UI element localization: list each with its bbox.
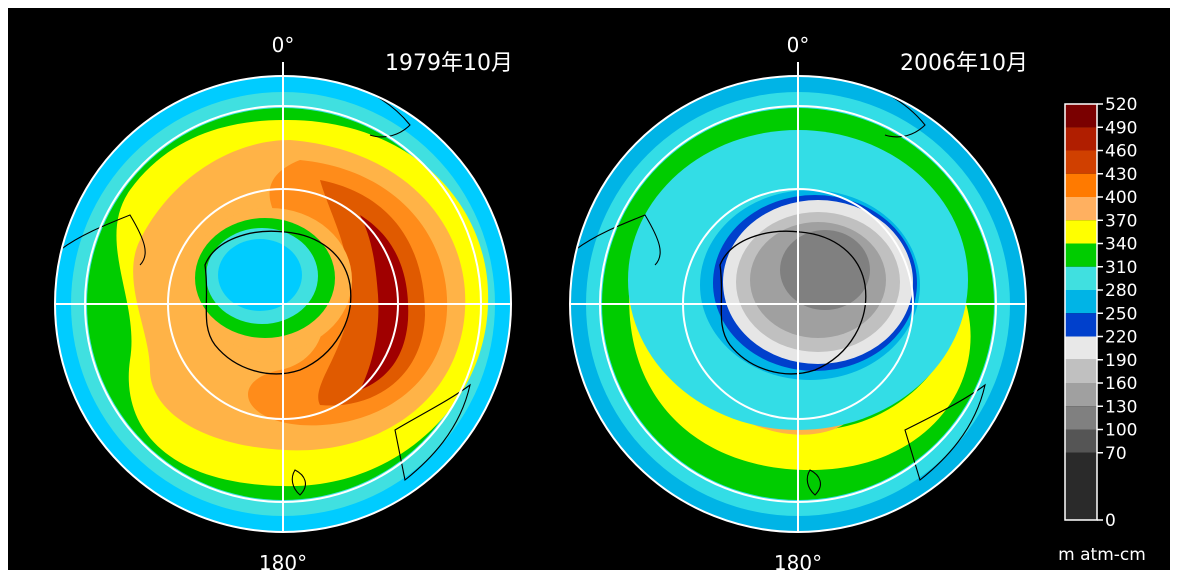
colorbar-band [1065, 313, 1097, 337]
colorbar-outline [1064, 103, 1098, 521]
colorbar-band [1065, 243, 1097, 267]
colorbar-band [1065, 150, 1097, 174]
colorbar-tick-label: 130 [1105, 397, 1137, 417]
meridian-label-bottom-right: 180° [774, 551, 822, 575]
meridian-label-bottom-left: 180° [259, 551, 307, 575]
colorbar-tick-label: 160 [1105, 374, 1137, 394]
colorbar-swatches [1065, 104, 1097, 520]
colorbar-tick-label: 100 [1105, 421, 1137, 441]
colorbar-tick-label: 430 [1105, 165, 1137, 185]
colorbar-tick-label: 400 [1105, 188, 1137, 208]
colorbar-band [1065, 290, 1097, 314]
colorbar-unit-label: m atm-cm [1058, 545, 1146, 565]
map-panel-1979 [54, 62, 512, 533]
meridian-label-top-left: 0° [272, 33, 295, 57]
meridian-label-top-right: 0° [787, 33, 810, 57]
colorbar-tick-label: 370 [1105, 211, 1137, 231]
colorbar-ticks: 520 490 460 430 400 370 340 310 280 250 220 190 160 1… [1097, 95, 1137, 531]
colorbar-band [1065, 336, 1097, 360]
colorbar-band [1065, 127, 1097, 151]
map-panel-2006 [569, 62, 1027, 533]
colorbar-tick-label: 0 [1105, 511, 1116, 531]
colorbar-tick-label: 310 [1105, 258, 1137, 278]
colorbar: 520 490 460 430 400 370 340 310 280 250 220 190 160 1… [1058, 95, 1146, 565]
map-title-1979: 1979年10月 [385, 51, 513, 76]
colorbar-band [1065, 220, 1097, 244]
colorbar-band [1065, 452, 1097, 520]
colorbar-tick-label: 220 [1105, 328, 1137, 348]
colorbar-band [1065, 266, 1097, 290]
colorbar-band [1065, 359, 1097, 383]
map-title-2006: 2006年10月 [900, 51, 1028, 76]
colorbar-tick-label: 280 [1105, 281, 1137, 301]
colorbar-band [1065, 383, 1097, 407]
colorbar-tick-label: 520 [1105, 95, 1137, 115]
colorbar-band [1065, 197, 1097, 221]
colorbar-band [1065, 173, 1097, 197]
colorbar-tick-label: 340 [1105, 235, 1137, 255]
colorbar-tick-label: 460 [1105, 142, 1137, 162]
colorbar-tick-label: 490 [1105, 118, 1137, 138]
colorbar-band [1065, 104, 1097, 128]
colorbar-tick-label: 250 [1105, 304, 1137, 324]
colorbar-band [1065, 429, 1097, 453]
colorbar-tick-label: 190 [1105, 351, 1137, 371]
colorbar-tick-label: 70 [1105, 444, 1127, 464]
colorbar-band [1065, 406, 1097, 430]
